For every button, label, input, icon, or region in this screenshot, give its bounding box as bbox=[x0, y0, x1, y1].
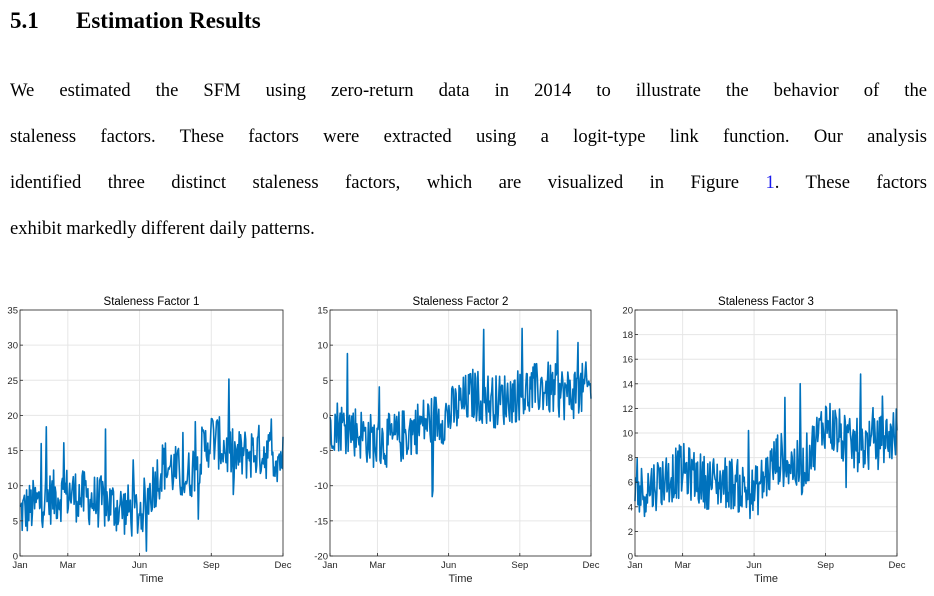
chart-title: Staleness Factor 1 bbox=[104, 296, 200, 308]
series-line bbox=[19, 378, 284, 552]
paragraph-line-3: identified three distinct staleness fact… bbox=[10, 160, 927, 206]
line3-pre: identified three distinct staleness fact… bbox=[10, 172, 766, 193]
x-tick-label: Dec bbox=[583, 560, 600, 571]
y-tick-label: 25 bbox=[7, 376, 18, 387]
y-tick-label: -5 bbox=[320, 446, 328, 457]
x-tick-label: Sep bbox=[203, 560, 220, 571]
x-tick-label: Jun bbox=[441, 560, 456, 571]
y-tick-label: 35 bbox=[7, 306, 18, 317]
chart-panel-1: 0 5 10 15 20 25 30 35 Jan Mar Jun Sep Dec Staleness F… bbox=[7, 296, 291, 585]
x-tick-label: Dec bbox=[275, 560, 292, 571]
y-tick-label: -10 bbox=[314, 481, 328, 492]
y-tick-label: 6 bbox=[628, 478, 633, 489]
body-paragraph: We estimated the SFM using zero-return d… bbox=[10, 68, 927, 252]
paragraph-line-2: staleness factors. These factors were ex… bbox=[10, 126, 927, 147]
y-tick-label: 20 bbox=[7, 411, 18, 422]
line3-post: . These factors bbox=[774, 172, 927, 193]
y-tick-label: 10 bbox=[317, 341, 328, 352]
y-tick-label: 14 bbox=[622, 379, 633, 390]
y-tick-label: 18 bbox=[622, 330, 633, 341]
section-heading: 5.1 Estimation Results bbox=[10, 8, 261, 34]
y-tick-label: 8 bbox=[628, 453, 633, 464]
paragraph-line-1: We estimated the SFM using zero-return d… bbox=[10, 80, 927, 101]
y-tick-label: 10 bbox=[7, 481, 18, 492]
chart-title: Staleness Factor 3 bbox=[718, 296, 814, 308]
y-tick-label: 5 bbox=[13, 516, 18, 527]
y-tick-label: 4 bbox=[628, 502, 633, 513]
y-tick-label: 10 bbox=[622, 429, 633, 440]
chart-title: Staleness Factor 2 bbox=[413, 296, 509, 308]
x-axis-label: Time bbox=[754, 573, 778, 585]
x-tick-label: Mar bbox=[674, 560, 690, 571]
y-tick-label: -15 bbox=[314, 516, 328, 527]
x-tick-label: Mar bbox=[60, 560, 76, 571]
axes-box bbox=[329, 309, 592, 557]
y-tick-label: 0 bbox=[323, 411, 328, 422]
y-tick-label: 0 bbox=[13, 552, 18, 563]
y-tick-label: 12 bbox=[622, 404, 633, 415]
x-tick-label: Jun bbox=[132, 560, 147, 571]
series-line bbox=[329, 327, 592, 498]
y-tick-label: 16 bbox=[622, 355, 633, 366]
section-number: 5.1 bbox=[10, 8, 39, 33]
x-tick-label: Jun bbox=[746, 560, 761, 571]
y-tick-label: 2 bbox=[628, 527, 633, 538]
x-tick-label: Jan bbox=[322, 560, 337, 571]
chart-panel-3: 0 2 4 6 8 10 12 14 16 18 20 Jan Mar Jun Sep Dec Stalenes… bbox=[622, 296, 905, 585]
y-tick-label: 15 bbox=[7, 446, 18, 457]
y-tick-label: 15 bbox=[317, 306, 328, 317]
y-tick-label: 30 bbox=[7, 341, 18, 352]
x-tick-label: Sep bbox=[511, 560, 528, 571]
x-tick-label: Sep bbox=[817, 560, 834, 571]
x-tick-label: Jan bbox=[12, 560, 27, 571]
x-tick-label: Jan bbox=[627, 560, 642, 571]
figure-reference-link[interactable]: 1 bbox=[765, 172, 775, 193]
series-line bbox=[634, 373, 898, 520]
y-tick-label: 20 bbox=[622, 306, 633, 317]
y-tick-label: -20 bbox=[314, 552, 328, 563]
chart-panel-2: -20 -15 -10 -5 0 5 10 15 Jan Mar Jun Sep Dec Stalenes… bbox=[314, 296, 599, 585]
section-title: Estimation Results bbox=[76, 8, 261, 33]
y-tick-label: 0 bbox=[628, 552, 633, 563]
y-tick-label: 5 bbox=[323, 376, 328, 387]
x-axis-label: Time bbox=[448, 573, 472, 585]
x-axis-label: Time bbox=[139, 573, 163, 585]
x-tick-label: Mar bbox=[369, 560, 385, 571]
x-tick-label: Dec bbox=[889, 560, 906, 571]
axes-box bbox=[19, 309, 284, 557]
paragraph-line-4: exhibit markedly different daily pattern… bbox=[10, 218, 315, 239]
